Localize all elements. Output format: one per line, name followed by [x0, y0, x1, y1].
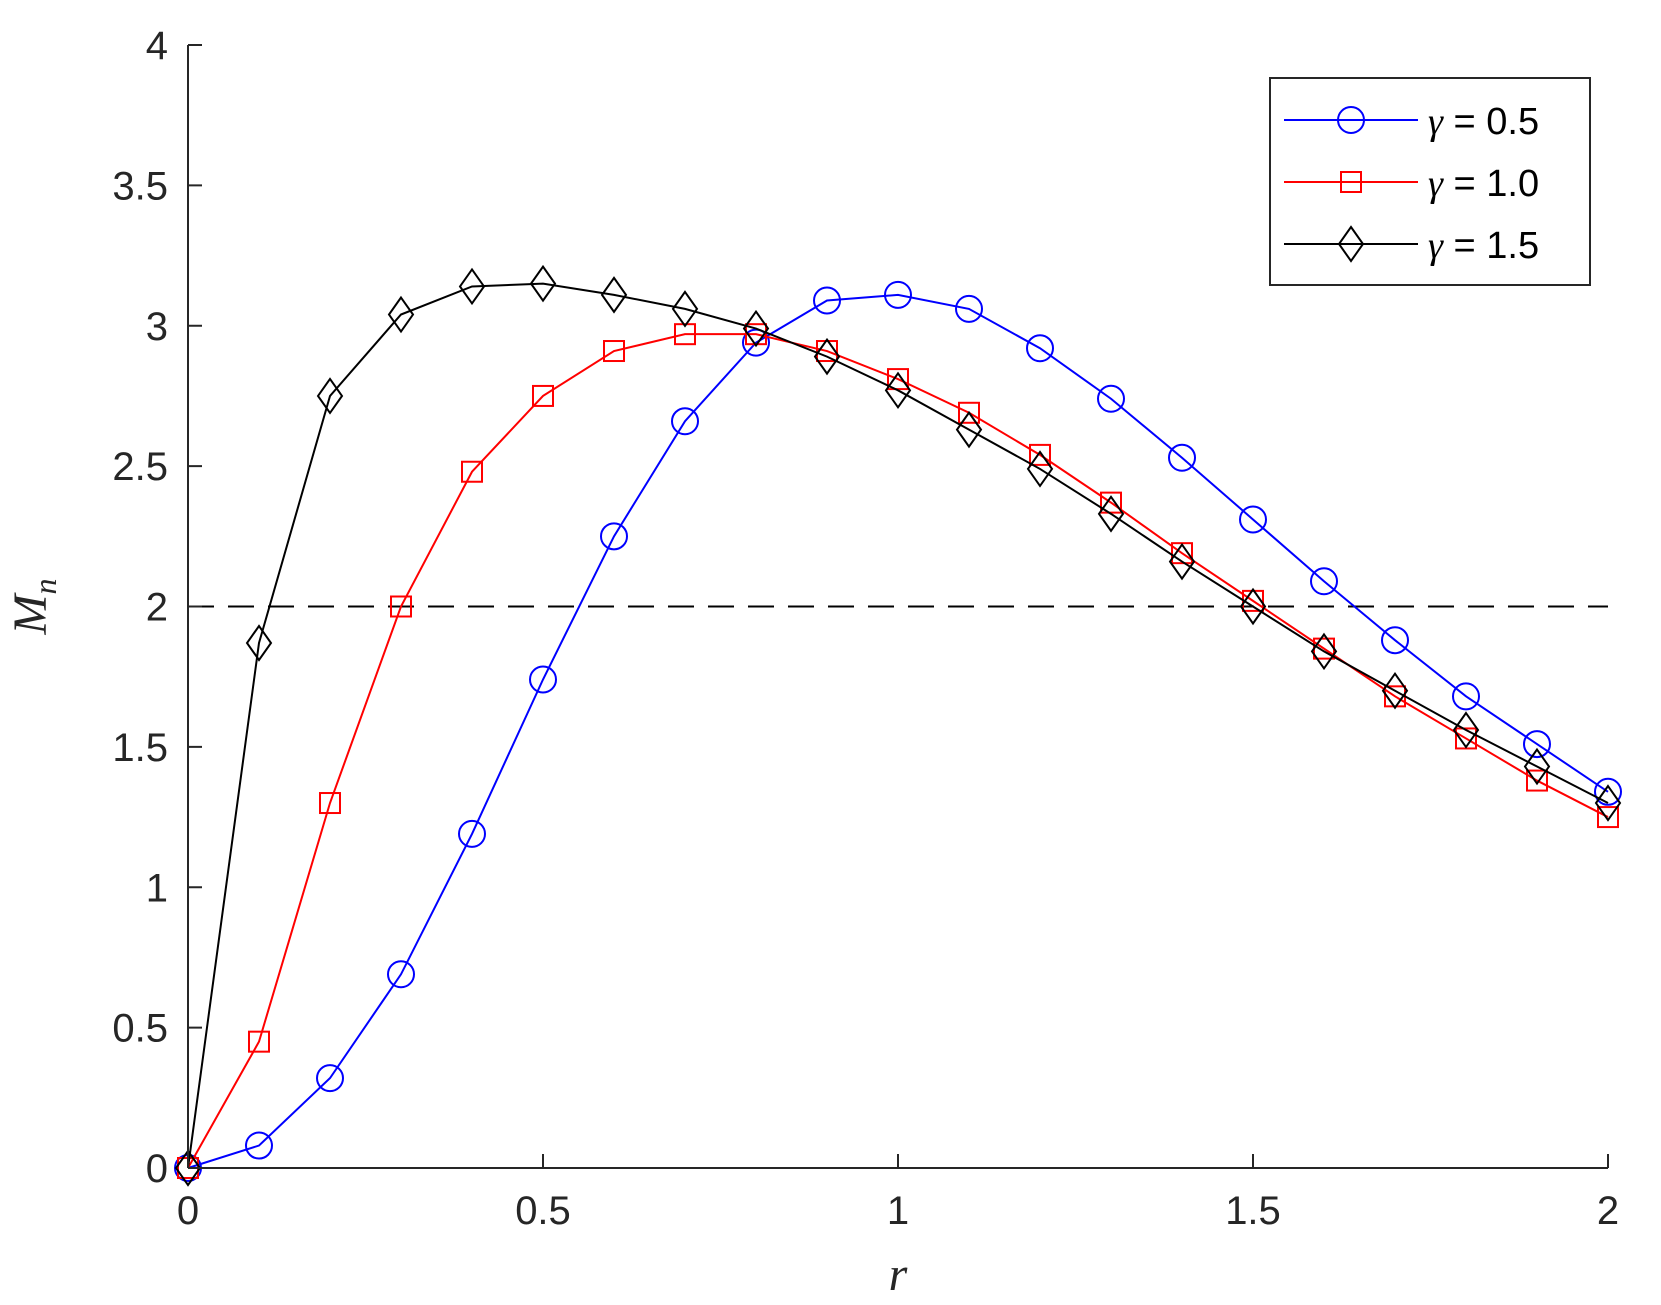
data-point	[1523, 747, 1551, 786]
data-point	[529, 264, 557, 303]
data-point	[1594, 784, 1622, 822]
x-tick-label: 2	[1597, 1189, 1619, 1233]
data-point	[600, 522, 628, 551]
y-tick-label: 4	[146, 24, 168, 68]
data-point	[1523, 730, 1551, 759]
legend-label-symbol: γ	[1428, 163, 1444, 205]
data-point	[319, 792, 341, 815]
data-point	[1026, 450, 1054, 488]
legend-label: γ = 1.5	[1428, 225, 1539, 267]
data-point	[742, 309, 770, 348]
data-point	[1100, 491, 1122, 514]
data-point	[955, 294, 983, 323]
data-point	[813, 337, 841, 376]
y-tick-label: 1.5	[112, 726, 168, 770]
y-tick-label: 0	[146, 1147, 168, 1191]
data-point	[245, 624, 273, 662]
data-point	[955, 410, 983, 449]
legend-swatch-marker	[1337, 106, 1365, 134]
data-point	[1097, 384, 1125, 413]
legend-label: γ = 1.0	[1428, 163, 1539, 205]
data-point	[458, 267, 486, 306]
y-tick-label: 3.5	[112, 164, 168, 208]
data-point	[671, 290, 699, 328]
series-square	[177, 323, 1619, 1179]
data-point	[1526, 769, 1548, 792]
series-line	[187, 333, 1609, 1169]
data-point	[1310, 567, 1338, 596]
legend: γ = 0.5γ = 1.0γ = 1.5	[1269, 77, 1591, 286]
data-point	[887, 368, 909, 391]
x-tick-label: 1	[887, 1189, 909, 1233]
data-point	[529, 665, 557, 694]
data-point	[316, 1064, 344, 1093]
data-point	[316, 377, 344, 415]
legend-swatch-marker	[1340, 171, 1362, 193]
x-tick-label: 0	[177, 1189, 199, 1233]
data-point	[603, 340, 625, 363]
data-point	[174, 1149, 202, 1187]
data-point	[1381, 626, 1409, 655]
legend-swatch-marker	[1337, 225, 1365, 263]
data-point	[245, 1131, 273, 1160]
legend-label-value: = 1.5	[1443, 225, 1539, 267]
series-diamond	[174, 264, 1622, 1187]
tick-layer: 0 0.5 1 1.5 2 0 0.5 1 1.5 2 2.5 3 3.5 4	[112, 24, 1619, 1233]
legend-label-symbol: γ	[1428, 225, 1444, 267]
legend-label-symbol: γ	[1428, 101, 1444, 143]
data-point	[1381, 671, 1409, 710]
data-point	[1239, 587, 1267, 626]
data-point	[958, 401, 980, 424]
data-point	[884, 280, 912, 309]
legend-item: γ = 1.0	[1284, 163, 1539, 205]
y-tick-label: 0.5	[112, 1007, 168, 1051]
data-point	[1452, 711, 1480, 749]
data-point	[1029, 443, 1051, 466]
legend-item: γ = 0.5	[1284, 101, 1539, 143]
legend-label-value: = 0.5	[1443, 101, 1539, 143]
y-tick-label: 3	[146, 305, 168, 349]
legend-label: γ = 0.5	[1428, 101, 1539, 143]
data-point	[461, 460, 483, 483]
y-tick-label: 2	[146, 586, 168, 630]
legend-label-value: = 1.0	[1443, 163, 1539, 205]
data-point	[458, 819, 486, 848]
series-circle	[174, 280, 1622, 1182]
data-point	[1168, 443, 1196, 472]
data-point	[1026, 334, 1054, 363]
data-point	[1239, 505, 1267, 534]
legend-item: γ = 1.5	[1284, 225, 1539, 267]
data-point	[1097, 495, 1125, 533]
data-point	[532, 384, 554, 407]
data-point	[1168, 542, 1196, 581]
y-tick-label: 1	[146, 866, 168, 910]
data-point	[387, 960, 415, 989]
y-axis-title-subscript: n	[27, 579, 63, 595]
data-point	[813, 286, 841, 315]
x-axis-title: r	[889, 1248, 908, 1301]
x-tick-label: 0.5	[515, 1189, 571, 1233]
data-point	[1594, 777, 1622, 806]
y-tick-label: 2.5	[112, 445, 168, 489]
data-point	[387, 295, 415, 334]
data-point	[1452, 682, 1480, 711]
data-point	[600, 276, 628, 314]
data-point	[1597, 806, 1619, 829]
series-line	[187, 293, 1609, 1169]
data-point	[671, 407, 699, 436]
data-point	[1310, 632, 1338, 671]
series-line	[187, 282, 1609, 1169]
data-point	[248, 1030, 270, 1053]
series-layer	[174, 264, 1622, 1187]
data-point	[884, 371, 912, 410]
x-tick-label: 1.5	[1225, 1189, 1281, 1233]
data-point	[390, 595, 412, 618]
y-axis-title: Mn	[4, 579, 63, 636]
